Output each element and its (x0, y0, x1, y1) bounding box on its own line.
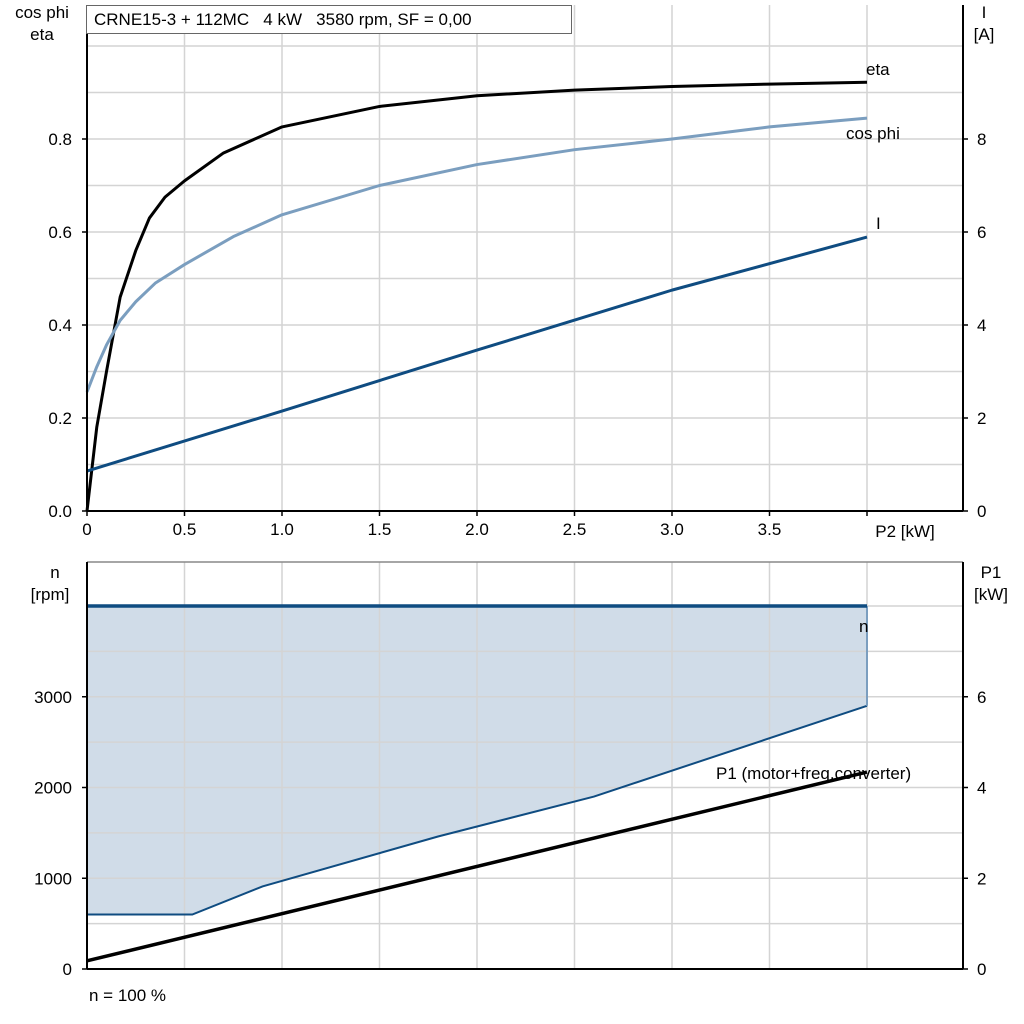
y-right-tick-label: 4 (977, 779, 986, 798)
y-right-tick-label: 6 (977, 688, 986, 707)
x-tick-label: 3.0 (660, 520, 684, 539)
y-left-tick-label: 0 (63, 960, 72, 979)
x-tick-label: 0 (82, 520, 91, 539)
y-left-tick-label: 0.8 (48, 130, 72, 149)
y-left-tick-label: 0.0 (48, 502, 72, 521)
series-label-cos-phi: cos phi (846, 124, 900, 143)
series-line-I (86, 235, 868, 473)
y-right-label: P1 (981, 563, 1002, 582)
x-tick-label: 2.5 (563, 520, 587, 539)
y-right-tick-label: 0 (977, 960, 986, 979)
y-left-label: eta (30, 25, 54, 44)
y-right-tick-label: 2 (977, 869, 986, 888)
x-tick-label: 0.5 (173, 520, 197, 539)
x-tick-label: 2.0 (465, 520, 489, 539)
y-left-tick-label: 0.2 (48, 409, 72, 428)
series-label-P1: P1 (motor+freq.converter) (716, 764, 911, 783)
y-left-label: cos phi (15, 3, 69, 22)
series-label-n: n (859, 617, 868, 636)
y-right-tick-label: 4 (977, 316, 986, 335)
series-line-n-min (87, 704, 868, 916)
chart-title: CRNE15-3 + 112MC 4 kW 3580 rpm, SF = 0,0… (94, 10, 472, 29)
y-right-label: [kW] (974, 585, 1008, 604)
y-left-tick-label: 2000 (34, 779, 72, 798)
footer-label: n = 100 % (89, 986, 166, 1005)
y-right-tick-label: 8 (977, 130, 986, 149)
chart-title-box: CRNE15-3 + 112MC 4 kW 3580 rpm, SF = 0,0… (86, 5, 572, 34)
y-left-tick-label: 0.6 (48, 223, 72, 242)
y-right-label: I (982, 3, 987, 22)
y-left-tick-label: 3000 (34, 688, 72, 707)
y-right-tick-label: 2 (977, 409, 986, 428)
series-label-eta: eta (866, 60, 890, 79)
series-line-cos-phi (85, 116, 868, 393)
series-line-P1 (86, 770, 868, 963)
y-left-label: [rpm] (31, 585, 70, 604)
x-tick-label: 1.0 (270, 520, 294, 539)
y-right-tick-label: 6 (977, 223, 986, 242)
y-left-tick-label: 1000 (34, 869, 72, 888)
y-left-label: n (50, 563, 59, 582)
y-right-label: [A] (974, 25, 995, 44)
x-axis-label: P2 [kW] (875, 522, 935, 541)
y-right-tick-label: 0 (977, 502, 986, 521)
series-label-I: I (876, 214, 881, 233)
x-tick-label: 1.5 (368, 520, 392, 539)
x-tick-label: 3.5 (758, 520, 782, 539)
y-left-tick-label: 0.4 (48, 316, 72, 335)
